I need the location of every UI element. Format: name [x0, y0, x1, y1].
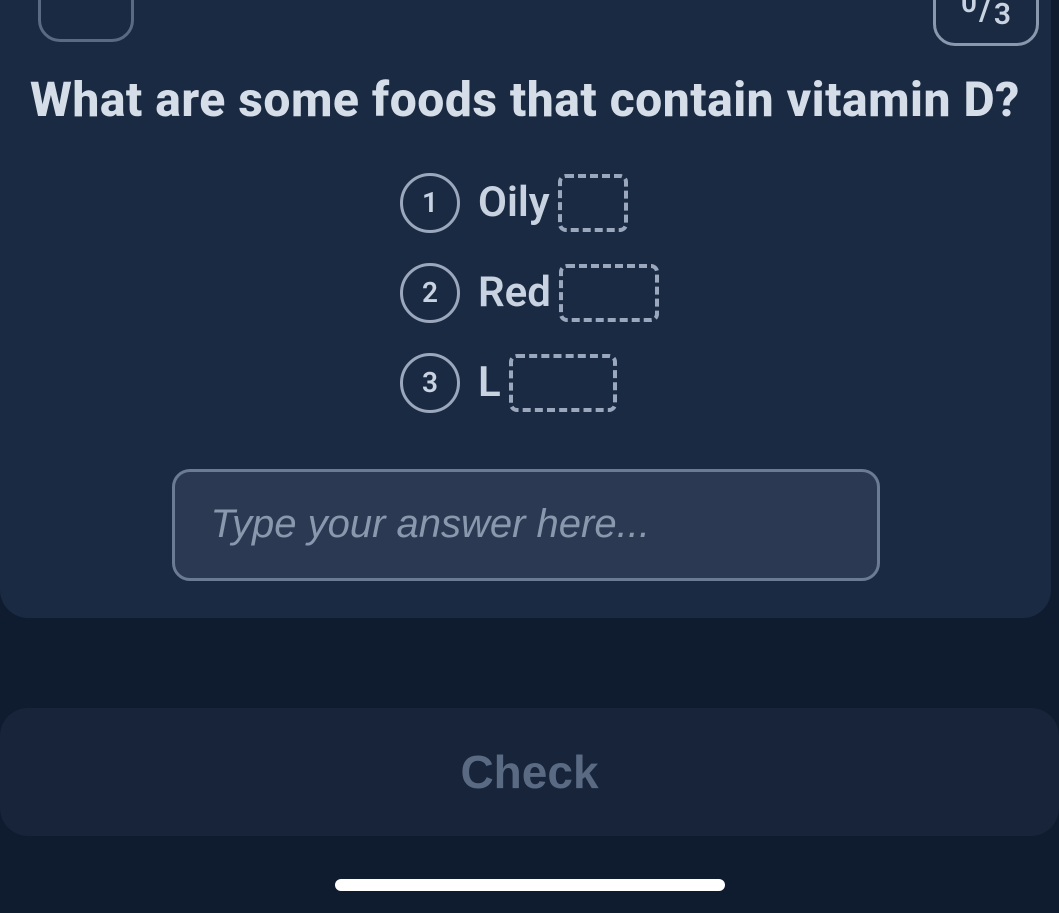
input-container: [30, 469, 1021, 581]
answer-number-badge: 2: [400, 263, 460, 323]
top-bar: 0 / 3: [30, 0, 1021, 50]
top-left-box[interactable]: [38, 0, 134, 42]
question-text: What are some foods that contain vitamin…: [30, 74, 1021, 127]
answer-number-badge: 1: [400, 173, 460, 233]
answer-text: L: [478, 354, 617, 412]
score-box: 0 / 3: [933, 0, 1039, 46]
home-indicator: [335, 879, 725, 891]
score-separator: /: [979, 0, 992, 29]
answer-blank[interactable]: [559, 264, 659, 322]
answer-text: Oily: [478, 174, 628, 232]
answer-text: Red: [478, 264, 659, 322]
answer-row: 2 Red: [400, 263, 659, 323]
answer-prefix: L: [478, 358, 501, 407]
answer-blank[interactable]: [509, 354, 617, 412]
answer-prefix: Oily: [478, 178, 550, 227]
answers-list: 1 Oily 2 Red 3 L: [30, 173, 1021, 413]
answer-prefix: Red: [478, 268, 551, 317]
score: 0 / 3: [961, 0, 1011, 33]
score-denominator: 3: [994, 0, 1011, 32]
screen: 0 / 3 What are some foods that contain v…: [0, 0, 1059, 913]
answer-input[interactable]: [172, 469, 880, 581]
check-button[interactable]: Check: [0, 708, 1059, 836]
answer-row: 1 Oily: [400, 173, 628, 233]
answer-row: 3 L: [400, 353, 617, 413]
answer-blank[interactable]: [558, 174, 628, 232]
answer-number-badge: 3: [400, 353, 460, 413]
score-numerator: 0: [961, 0, 977, 19]
quiz-card: 0 / 3 What are some foods that contain v…: [0, 0, 1051, 618]
